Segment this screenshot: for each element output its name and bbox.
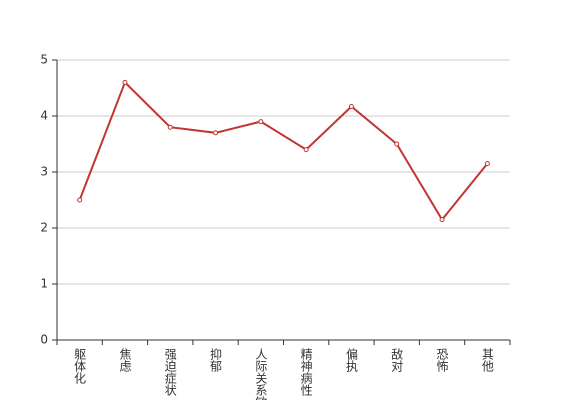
point — [394, 141, 400, 147]
x-tick-label: 偏执 — [344, 347, 358, 373]
x-tick-label: 精神病性 — [299, 348, 313, 397]
line — [78, 80, 489, 222]
y-tick-label: 1 — [40, 277, 48, 291]
point — [213, 130, 219, 136]
x-tick-label: 强迫症状 — [163, 348, 177, 396]
x-tick-label: 焦虑 — [118, 348, 132, 372]
point — [122, 79, 128, 85]
x-tick-label: 恐怖 — [435, 348, 449, 372]
x-tick-label: 抑郁 — [209, 347, 223, 373]
point — [439, 217, 445, 223]
point — [77, 197, 83, 203]
y-tick-label: 0 — [40, 333, 48, 347]
point — [484, 161, 490, 167]
y-tick-label: 2 — [40, 221, 48, 235]
point — [167, 124, 173, 130]
x-tick-label: 其他 — [480, 348, 494, 372]
x-tick-label: 人际关系敏感 — [254, 348, 268, 400]
point — [303, 147, 309, 153]
point — [258, 119, 264, 125]
y-tick-label: 3 — [40, 165, 48, 179]
x-tick-label: 躯体化 — [73, 347, 87, 385]
x-tick-label: 敌对 — [390, 347, 404, 372]
point — [348, 103, 354, 109]
y-tick-label: 5 — [40, 53, 48, 67]
y-tick-label: 4 — [40, 109, 48, 123]
